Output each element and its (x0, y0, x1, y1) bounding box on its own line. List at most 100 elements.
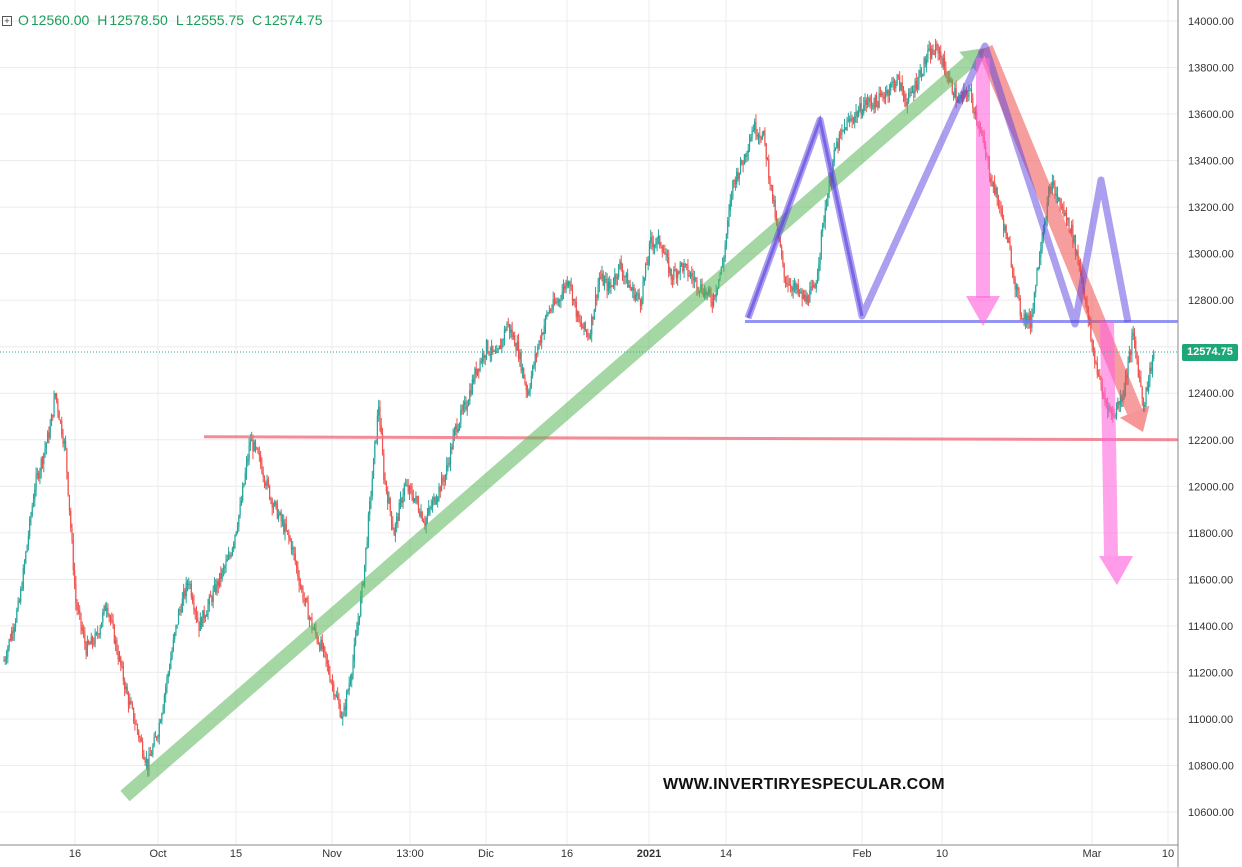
candle-body (747, 149, 749, 153)
candle-body (782, 256, 784, 264)
candle-body (860, 103, 862, 116)
candle-body (592, 316, 594, 320)
candle-body (1127, 362, 1129, 378)
candle-body (936, 44, 938, 46)
candle-body (260, 455, 262, 464)
candle-body (275, 501, 277, 503)
candle-body (130, 700, 132, 704)
candle-body (162, 706, 164, 714)
candle-body (163, 695, 165, 707)
candle-body (425, 518, 427, 526)
candle-body (861, 113, 864, 116)
candle-body (942, 57, 944, 67)
candle-body (619, 261, 621, 265)
candle-body (734, 180, 737, 185)
candle-body (321, 639, 323, 650)
candle-body (996, 187, 998, 199)
candle-body (548, 310, 550, 313)
candle-body (905, 101, 907, 106)
candle-body (1119, 397, 1121, 405)
candle-body (1032, 308, 1034, 315)
candle-body (442, 477, 444, 481)
candle-body (1132, 332, 1134, 336)
candle-body (686, 264, 688, 266)
expand-icon[interactable]: + (2, 16, 12, 26)
x-tick-label: Oct (149, 848, 166, 860)
candle-body (408, 486, 411, 493)
grid (0, 0, 1178, 845)
candle-body (27, 535, 29, 546)
candle-body (141, 741, 144, 755)
watermark: WWW.INVERTIRYESPECULAR.COM (663, 776, 945, 793)
candle-body (54, 393, 56, 398)
candle-body (603, 279, 606, 286)
candle-body (593, 309, 595, 320)
candle-body (231, 548, 234, 556)
candle-body (326, 659, 328, 665)
candle-body (597, 284, 599, 298)
candle-body (920, 70, 923, 77)
candle-body (107, 607, 109, 616)
candle-body (638, 293, 640, 299)
candle-body (56, 393, 58, 401)
candle-body (325, 652, 327, 660)
candle-body (738, 172, 740, 180)
candle-body (765, 143, 767, 160)
candle-body (1054, 185, 1056, 196)
candle-body (71, 527, 73, 541)
candle-body (521, 367, 524, 372)
candle-body (1023, 314, 1025, 320)
candle-body (343, 706, 345, 716)
low-value: 12555.75 (185, 12, 245, 28)
candle-body (741, 160, 743, 165)
candle-body (789, 284, 792, 289)
candle-body (285, 523, 287, 531)
candle-body (424, 522, 426, 526)
candle-body (528, 391, 530, 395)
candle-body (733, 180, 735, 182)
candle-body (973, 107, 975, 115)
candle-body (385, 481, 387, 492)
candle-body (411, 489, 413, 497)
candle-body (632, 286, 634, 291)
candle-body (562, 285, 565, 293)
candle-body (224, 566, 226, 568)
candle-body (668, 257, 670, 274)
candle-body (525, 383, 527, 391)
candle-body (423, 520, 425, 523)
candle-body (63, 440, 65, 444)
candle-body (194, 609, 196, 612)
candle-body (773, 200, 775, 202)
candle-body (922, 74, 924, 77)
candle-body (392, 523, 394, 530)
candle-body (251, 439, 253, 442)
candle-body (752, 130, 754, 132)
candle-body (299, 584, 302, 587)
candle-body (389, 498, 391, 512)
candle-body (52, 414, 54, 417)
candle-body (523, 367, 525, 379)
candle-body (394, 524, 396, 536)
candle-body (1139, 376, 1141, 378)
candle-body (512, 335, 515, 338)
candle-body (371, 478, 373, 496)
candle-body (764, 130, 766, 144)
candle-body (911, 90, 914, 94)
candle-body (628, 285, 630, 288)
candle-body (678, 271, 680, 273)
candle-body (415, 496, 417, 499)
candle-body (118, 656, 121, 660)
candle-body (605, 279, 607, 281)
candle-body (235, 531, 237, 536)
candle-body (480, 360, 482, 362)
candle-body (760, 137, 762, 140)
y-tick-label: 14000.00 (1188, 16, 1234, 28)
candle-body (1022, 318, 1024, 320)
candle-body (257, 448, 259, 454)
candle-body (674, 269, 676, 271)
candles (3, 38, 1155, 777)
x-tick-label: 13:00 (396, 848, 424, 860)
candle-body (612, 284, 615, 286)
candle-body (813, 284, 815, 287)
